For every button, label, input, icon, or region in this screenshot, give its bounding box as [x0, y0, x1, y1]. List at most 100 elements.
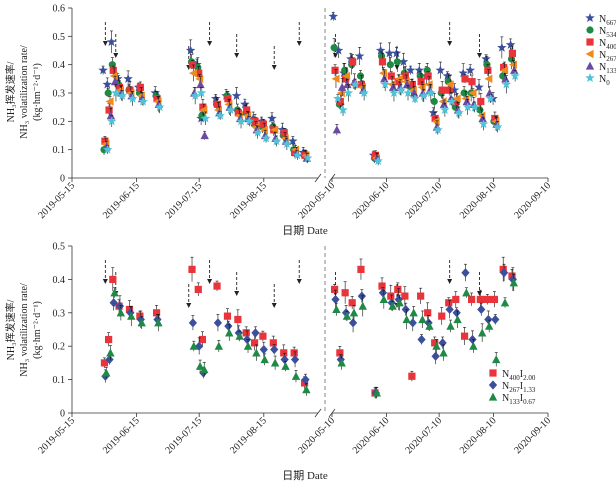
- legend-marker-N267: [586, 50, 594, 58]
- data-point-N400I200: [213, 282, 220, 289]
- y-tick-label: 0: [60, 409, 65, 420]
- x-tick-label: 2020-07-10: [403, 180, 444, 221]
- x-tick-label: 2019-06-15: [101, 415, 142, 456]
- legend-label-N0: N0: [599, 74, 610, 87]
- data-point-N400: [331, 67, 338, 74]
- data-point-N400I200: [387, 293, 394, 300]
- data-point-N400I200: [394, 286, 401, 293]
- fertilization-arrowhead: [297, 41, 302, 46]
- data-point-N267I133: [461, 268, 469, 277]
- x-tick-label: 2019-05-15: [36, 415, 77, 456]
- data-point-N534: [431, 98, 438, 105]
- data-point-N267I133: [453, 308, 461, 317]
- data-point-N400I200: [357, 266, 364, 273]
- x-tick-label: 2019-07-15: [164, 415, 205, 456]
- legend-marker-N133: [586, 62, 594, 70]
- data-point-N400I200: [291, 349, 298, 356]
- data-point-N133I067: [332, 305, 340, 313]
- data-point-N133I067: [453, 315, 461, 323]
- figure: 0 0.1 0.2 0.3 0.4 0.5 0.6 2019-05-15 2019-06-15 2…: [0, 0, 616, 485]
- data-point-N133I067: [106, 348, 114, 356]
- data-point-N400I200: [461, 333, 468, 340]
- data-point-N400I200: [234, 316, 241, 323]
- data-point-N267I133: [189, 318, 197, 327]
- fertilization-arrowhead: [207, 279, 212, 284]
- x-tick-label: 2020-09-10: [512, 415, 553, 456]
- series-N267I133: [101, 264, 517, 399]
- data-point-N133I067: [292, 372, 300, 380]
- data-point-N400I200: [188, 266, 195, 273]
- data-point-N400I200: [280, 349, 287, 356]
- x-tick-label: 2019-05-15: [36, 180, 77, 221]
- data-point-N400: [484, 67, 491, 74]
- data-point-N534: [387, 61, 394, 68]
- data-point-N267I133: [331, 295, 339, 304]
- data-point-N400I200: [342, 289, 349, 296]
- data-point-N400I200: [153, 309, 160, 316]
- fertilization-arrowhead: [272, 303, 277, 308]
- data-point-N133I067: [215, 342, 223, 350]
- data-point-N400I200: [251, 339, 258, 346]
- x-axis-label-top: 日期 Date: [282, 224, 328, 237]
- data-point-N400I200: [438, 313, 445, 320]
- data-point-N267I133: [260, 345, 268, 354]
- fertilization-arrowhead: [272, 65, 277, 70]
- data-point-N400: [477, 98, 484, 105]
- data-point-N133I067: [380, 295, 388, 303]
- fertilization-arrowhead: [113, 53, 118, 58]
- y-tick-label: 0.1: [53, 375, 66, 386]
- data-point-N267: [106, 97, 114, 105]
- data-point-N400: [509, 50, 516, 57]
- data-point-N133I067: [501, 298, 509, 306]
- fertilization-arrowhead: [447, 279, 452, 284]
- data-point-N400I200: [408, 373, 415, 380]
- fertilization-arrowhead: [103, 41, 108, 46]
- data-point-N400I200: [109, 276, 116, 283]
- data-point-N133I067: [271, 359, 279, 367]
- data-point-N267I133: [358, 292, 366, 301]
- data-point-N400I200: [105, 336, 112, 343]
- data-point-N267I133: [224, 322, 232, 331]
- data-point-N400I200: [401, 293, 408, 300]
- data-point-N267I133: [491, 315, 499, 324]
- data-point-N133I067: [281, 362, 289, 370]
- data-point-N133I067: [350, 308, 358, 316]
- fertilization-arrowhead: [477, 291, 482, 296]
- data-point-N133I067: [492, 355, 500, 363]
- data-point-N267I133: [432, 352, 440, 361]
- data-point-N267I133: [251, 328, 259, 337]
- data-point-N133: [380, 74, 388, 82]
- legend-marker-N133I067: [489, 393, 497, 401]
- legend: N667N534N400N267N133N0: [585, 13, 616, 87]
- y-tick-label: 0.6: [53, 4, 66, 15]
- fertilization-arrowhead: [447, 41, 452, 46]
- data-point-N400I200: [331, 286, 338, 293]
- data-point-N133I067: [359, 302, 367, 310]
- data-point-N534: [331, 44, 338, 51]
- x-tick-label: 2019-07-15: [164, 180, 205, 221]
- y-axis-label-bottom-en: NH₃ volatilization rate/: [19, 283, 30, 377]
- data-point-N400: [388, 72, 395, 79]
- data-point-N400: [105, 106, 112, 113]
- series-N267: [101, 60, 517, 163]
- x-tick-label: 2019-06-15: [101, 180, 142, 221]
- legend-marker-N400I200: [489, 369, 496, 376]
- data-point-N400I200: [452, 296, 459, 303]
- fertilization-arrowhead: [234, 291, 239, 296]
- y-tick-label: 0: [60, 174, 65, 185]
- legend-marker-N0: [585, 73, 595, 82]
- legend-label-N133I067: N133I0.67: [502, 393, 536, 406]
- legend-marker-N534: [586, 26, 593, 33]
- y-tick-label: 0.3: [53, 89, 66, 100]
- legend-marker-N400: [586, 38, 593, 45]
- y-tick-label: 0.5: [53, 242, 66, 253]
- data-point-N133I067: [485, 322, 493, 330]
- data-point-N534: [394, 58, 401, 65]
- y-tick-label: 0.4: [53, 60, 66, 71]
- legend: N400I2.00N267I1.33N133I0.67: [489, 369, 536, 406]
- y-tick-label: 0.2: [53, 342, 66, 353]
- data-point-N267: [379, 69, 387, 77]
- legend-marker-N667: [585, 13, 595, 22]
- y-tick-label: 0.4: [53, 275, 66, 286]
- data-point-N267I133: [477, 305, 485, 314]
